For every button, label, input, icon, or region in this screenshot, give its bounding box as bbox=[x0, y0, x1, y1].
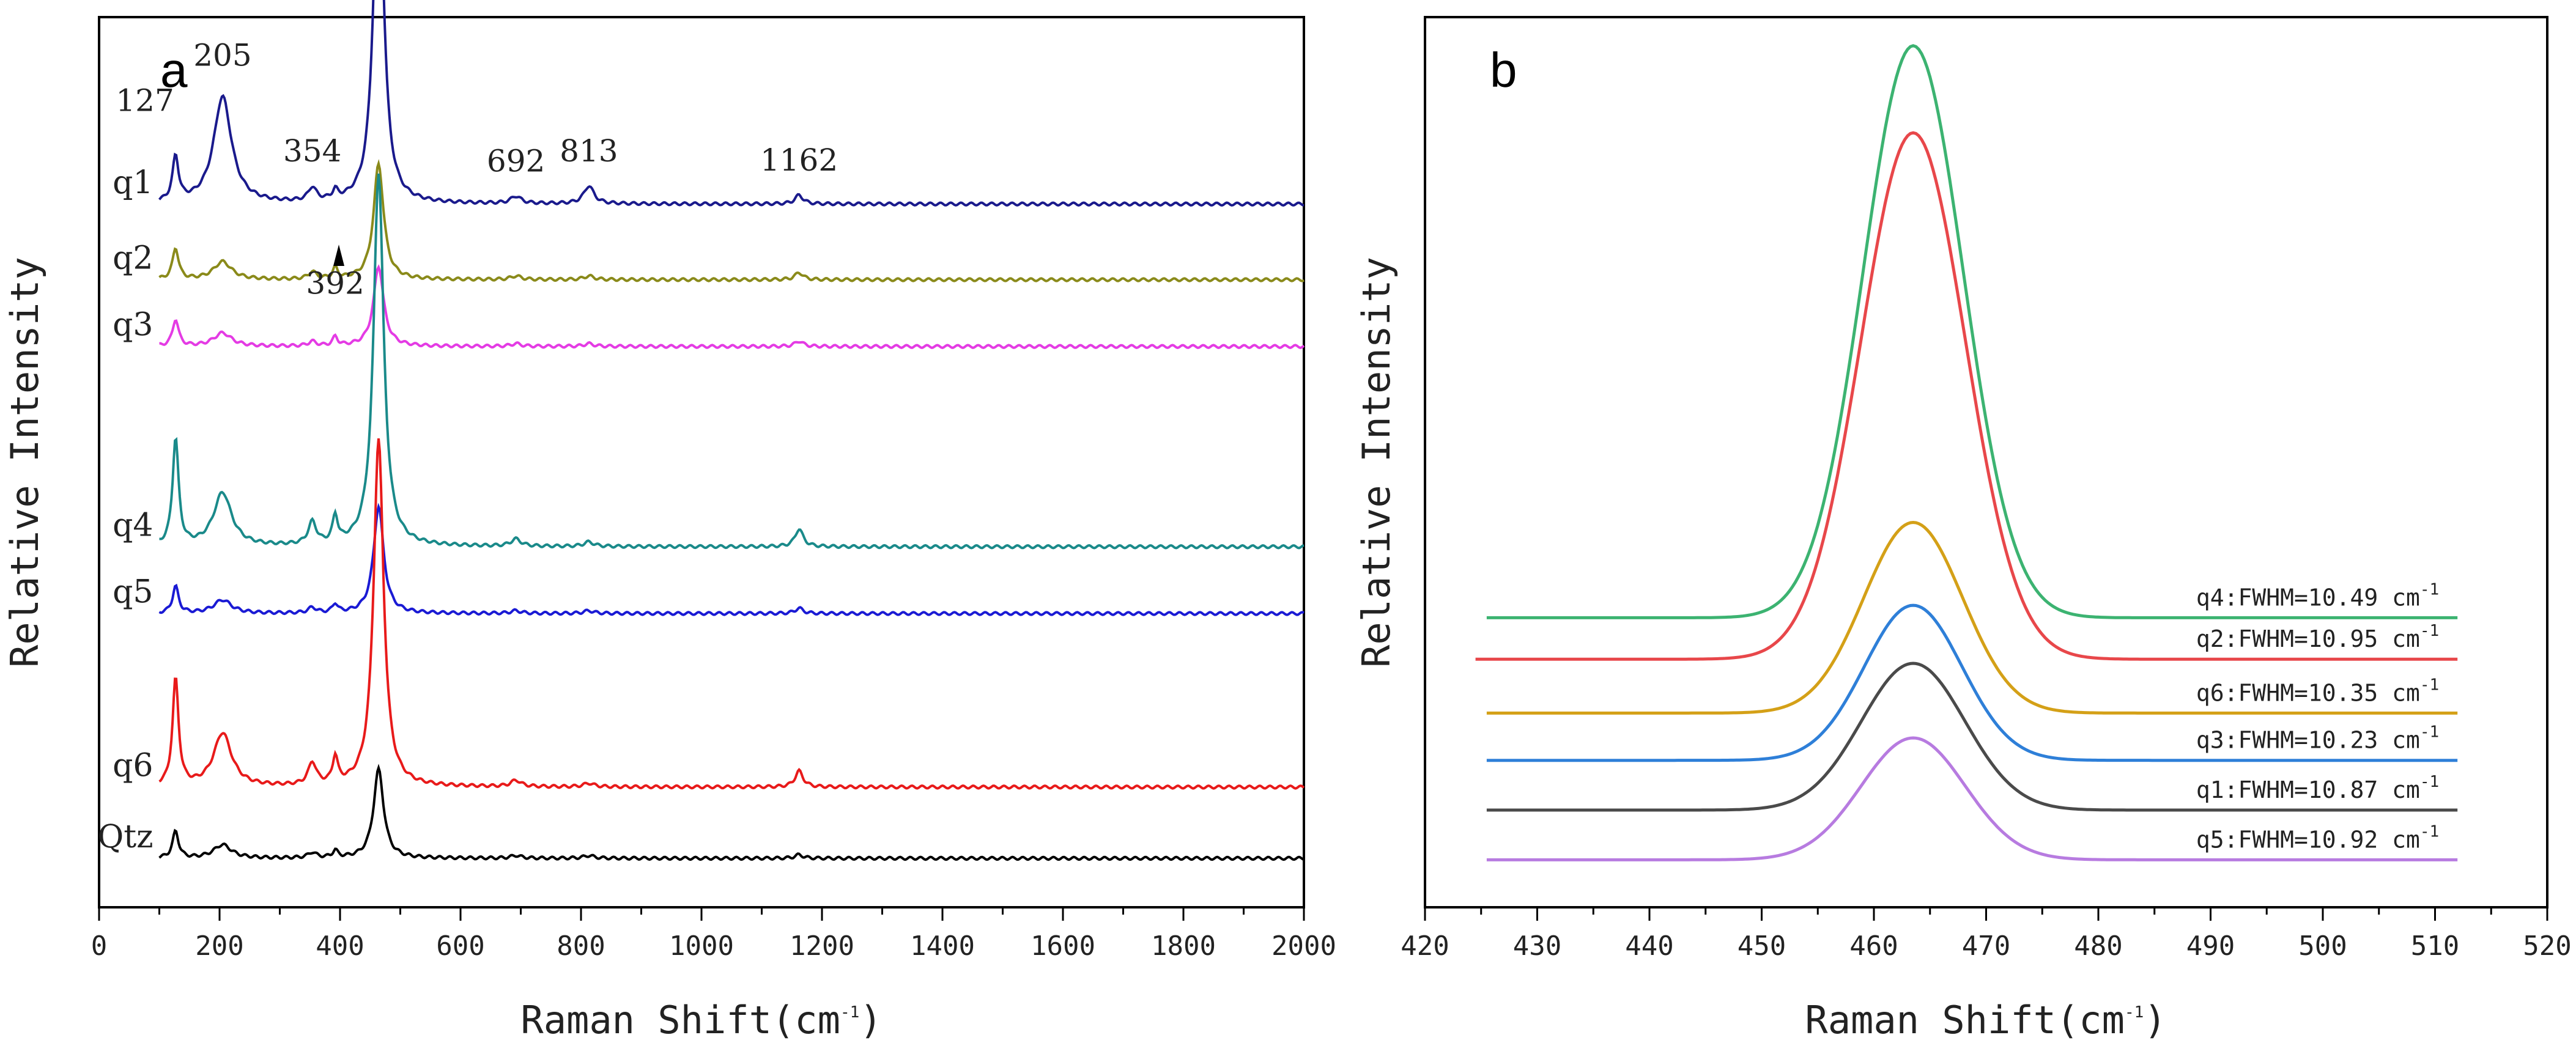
panel-a-x-ticks: 0 200 400 600 800 1000 1200 1400 1600 1800 2000 bbox=[91, 907, 1336, 962]
fwhm-curve-q4 bbox=[1486, 44, 2458, 619]
peak-label-1162: 1162 bbox=[760, 142, 838, 178]
x-tick-label: 200 bbox=[195, 931, 243, 962]
x-tick-label: 490 bbox=[2186, 931, 2235, 962]
series-line-q4 bbox=[159, 173, 1305, 550]
panel-b: 420 430 440 450 460 470 480 490 500 510 520 q4:FWH… bbox=[1354, 16, 2572, 1042]
series-label-qtz: Qtz bbox=[98, 819, 154, 855]
fwhm-curve-q2 bbox=[1475, 131, 2458, 661]
x-tick-label: 1800 bbox=[1151, 931, 1216, 962]
fwhm-curve-q5 bbox=[1486, 736, 2458, 861]
series-label-q6: q6 bbox=[113, 747, 153, 784]
x-tick-label: 440 bbox=[1625, 931, 1673, 962]
x-tick-label: 460 bbox=[1849, 931, 1898, 962]
x-tick-label: 800 bbox=[557, 931, 605, 962]
panel-b-y-label: Relative Intensity bbox=[1354, 257, 1399, 668]
fwhm-curve-q3 bbox=[1486, 603, 2458, 762]
fwhm-label-q5: q5:FWHM=10.92 cm-1 bbox=[2196, 822, 2439, 853]
x-tick-label: 420 bbox=[1401, 931, 1449, 962]
peak-label-692: 692 bbox=[487, 144, 545, 179]
fwhm-label-q1: q1:FWHM=10.87 cm-1 bbox=[2196, 773, 2439, 803]
fwhm-label-q2: q2:FWHM=10.95 cm-1 bbox=[2196, 622, 2439, 652]
fwhm-label-q4: q4:FWHM=10.49 cm-1 bbox=[2196, 580, 2439, 611]
series-label-q2: q2 bbox=[113, 240, 153, 277]
x-tick-label: 510 bbox=[2411, 931, 2459, 962]
fwhm-label-q6: q6:FWHM=10.35 cm-1 bbox=[2196, 676, 2439, 706]
series-line-q2 bbox=[158, 159, 1305, 282]
series-line-q1 bbox=[158, 0, 1305, 207]
panel-a-x-label: Raman Shift(cm-1) bbox=[520, 998, 882, 1042]
peak-label-205: 205 bbox=[193, 38, 251, 73]
panel-a-peak-labels: 1272053543924646928131162 bbox=[116, 38, 838, 301]
fwhm-curve-q1 bbox=[1486, 662, 2458, 812]
x-tick-label: 0 bbox=[91, 931, 108, 962]
panel-a-y-label: Relative Intensity bbox=[2, 257, 47, 668]
panel-a-letter: a bbox=[160, 43, 188, 97]
x-tick-label: 1200 bbox=[790, 931, 854, 962]
x-tick-label: 1600 bbox=[1031, 931, 1095, 962]
x-tick-label: 600 bbox=[436, 931, 484, 962]
panel-b-series bbox=[1475, 44, 2458, 861]
panel-a: 0 200 400 600 800 1000 1200 1400 1600 1800 2000 q1… bbox=[2, 0, 1336, 1042]
series-label-q1: q1 bbox=[113, 164, 153, 201]
series-label-q5: q5 bbox=[113, 574, 153, 611]
x-tick-label: 520 bbox=[2523, 931, 2571, 962]
peak-label-354: 354 bbox=[283, 133, 341, 169]
series-label-q4: q4 bbox=[113, 507, 153, 544]
panel-a-series-labels: q1 q2 q3 q4 q5 q6 Qtz bbox=[98, 164, 154, 855]
series-line-q6 bbox=[158, 438, 1305, 790]
x-tick-label: 2000 bbox=[1271, 931, 1336, 962]
x-tick-label: 430 bbox=[1513, 931, 1561, 962]
x-tick-label: 470 bbox=[1962, 931, 2010, 962]
series-line-q3 bbox=[159, 264, 1305, 350]
panel-b-x-label: Raman Shift(cm-1) bbox=[1805, 998, 2166, 1042]
panel-b-fwhm-labels: q4:FWHM=10.49 cm-1 q2:FWHM=10.95 cm-1 q6:F… bbox=[2196, 580, 2439, 853]
peak-label-127: 127 bbox=[116, 83, 174, 119]
series-line-q5 bbox=[158, 503, 1305, 616]
panel-b-x-ticks: 420 430 440 450 460 470 480 490 500 510 520 bbox=[1401, 907, 2572, 962]
x-tick-label: 480 bbox=[2074, 931, 2122, 962]
panel-a-frame bbox=[98, 16, 1305, 908]
peak-label-813: 813 bbox=[560, 133, 618, 169]
panel-b-letter: b bbox=[1490, 43, 1517, 97]
x-tick-label: 1400 bbox=[910, 931, 975, 962]
series-label-q3: q3 bbox=[113, 307, 153, 344]
fwhm-curve-q6 bbox=[1486, 520, 2458, 715]
panel-a-series bbox=[158, 0, 1305, 861]
x-tick-label: 500 bbox=[2298, 931, 2347, 962]
x-tick-label: 400 bbox=[316, 931, 364, 962]
peak-marker-arrow bbox=[333, 245, 344, 266]
series-line-qtz bbox=[158, 764, 1305, 861]
peak-label-392: 392 bbox=[306, 265, 364, 301]
x-tick-label: 1000 bbox=[669, 931, 734, 962]
fwhm-label-q3: q3:FWHM=10.23 cm-1 bbox=[2196, 723, 2439, 754]
x-tick-label: 450 bbox=[1738, 931, 1786, 962]
